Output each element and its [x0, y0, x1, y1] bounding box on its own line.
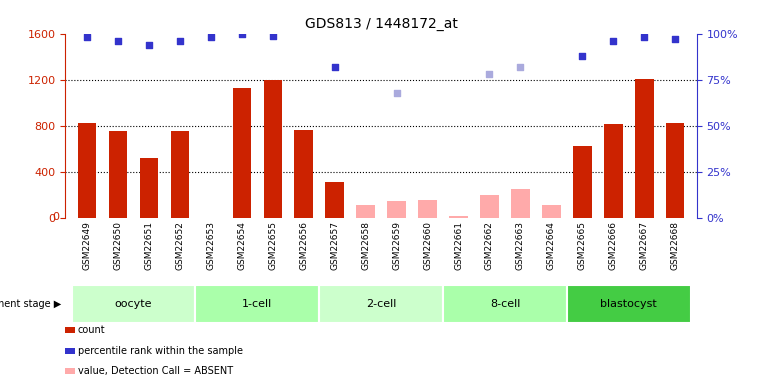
Text: GSM22658: GSM22658 [361, 221, 370, 270]
Text: GSM22653: GSM22653 [206, 221, 216, 270]
Text: GSM22651: GSM22651 [145, 221, 153, 270]
Bar [78, 123, 96, 218]
Point [576, 53, 588, 59]
Point [174, 38, 186, 44]
Bar [357, 206, 375, 218]
Text: oocyte: oocyte [115, 299, 152, 309]
Bar [294, 130, 313, 218]
Point [329, 64, 341, 70]
Text: 8-cell: 8-cell [490, 299, 521, 309]
Point [112, 38, 124, 44]
Text: 0: 0 [52, 213, 59, 222]
Bar [263, 80, 282, 218]
Text: 1-cell: 1-cell [243, 299, 273, 309]
Text: GSM22662: GSM22662 [485, 221, 494, 270]
Point [484, 71, 496, 77]
Text: GSM22657: GSM22657 [330, 221, 340, 270]
Text: value, Detection Call = ABSENT: value, Detection Call = ABSENT [78, 366, 233, 375]
Text: GSM22655: GSM22655 [268, 221, 277, 270]
Bar [443, 285, 567, 322]
Bar [418, 200, 437, 217]
Bar [387, 201, 406, 217]
Bar [480, 195, 499, 217]
Point [266, 33, 279, 39]
Point [143, 42, 156, 48]
Point [205, 34, 217, 40]
Text: percentile rank within the sample: percentile rank within the sample [78, 346, 243, 355]
Text: GSM22663: GSM22663 [516, 221, 525, 270]
Text: 2-cell: 2-cell [366, 299, 397, 309]
Text: GSM22649: GSM22649 [82, 221, 92, 270]
Bar [666, 123, 685, 218]
Bar [109, 131, 127, 218]
Text: GSM22668: GSM22668 [671, 221, 680, 270]
Text: GSM22660: GSM22660 [423, 221, 432, 270]
Text: GSM22665: GSM22665 [578, 221, 587, 270]
Bar [320, 285, 443, 322]
Bar [573, 146, 591, 218]
Bar [139, 158, 159, 218]
Bar [196, 285, 320, 322]
Text: count: count [78, 325, 105, 335]
Bar [72, 285, 196, 322]
Text: GSM22654: GSM22654 [237, 221, 246, 270]
Bar [567, 285, 691, 322]
Text: GSM22652: GSM22652 [176, 221, 185, 270]
Text: development stage ▶: development stage ▶ [0, 299, 62, 309]
Point [514, 64, 527, 70]
Bar [511, 189, 530, 218]
Point [669, 36, 681, 42]
Text: blastocyst: blastocyst [601, 299, 657, 309]
Title: GDS813 / 1448172_at: GDS813 / 1448172_at [305, 17, 457, 32]
Bar [326, 182, 344, 218]
Bar [635, 78, 654, 218]
Point [81, 34, 93, 40]
Bar [604, 124, 623, 217]
Text: GSM22659: GSM22659 [392, 221, 401, 270]
Bar [233, 88, 251, 218]
Text: GSM22661: GSM22661 [454, 221, 463, 270]
Text: GSM22666: GSM22666 [609, 221, 618, 270]
Bar [171, 131, 189, 218]
Point [607, 38, 619, 44]
Point [236, 31, 248, 37]
Bar [542, 205, 561, 218]
Point [390, 90, 403, 96]
Text: GSM22664: GSM22664 [547, 221, 556, 270]
Text: GSM22650: GSM22650 [113, 221, 122, 270]
Bar [449, 216, 468, 217]
Point [638, 34, 651, 40]
Text: GSM22667: GSM22667 [640, 221, 649, 270]
Text: GSM22656: GSM22656 [300, 221, 308, 270]
